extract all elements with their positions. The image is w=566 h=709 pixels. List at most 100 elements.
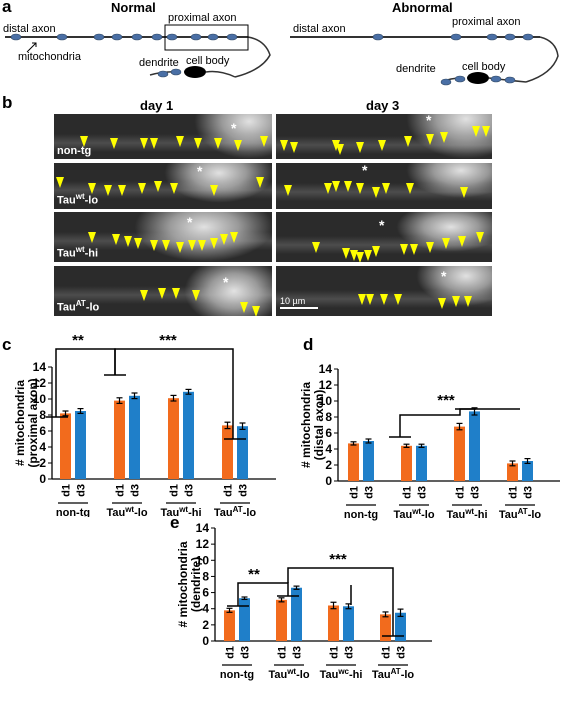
neuron-schematics xyxy=(5,24,559,86)
bar-d3 xyxy=(239,598,250,641)
bar-label: d3 xyxy=(238,484,250,497)
y-tick-label: 4 xyxy=(39,440,46,454)
group-label: TauAT-lo xyxy=(372,667,415,681)
bar-label: d1 xyxy=(61,484,73,497)
group-label: Tauwt-lo xyxy=(268,667,309,681)
panel-letter-c: c xyxy=(2,335,12,354)
y-tick-label: 12 xyxy=(33,376,47,390)
bar-d3 xyxy=(395,612,406,641)
bar-label: d1 xyxy=(115,484,127,497)
y-tick-label: 14 xyxy=(196,521,210,535)
col-day1: day 1 xyxy=(140,98,174,113)
group-label: Tauwt-hi xyxy=(160,505,201,517)
y-tick-label: 12 xyxy=(319,378,333,392)
label-proximal-axon: proximal axon xyxy=(168,12,237,24)
bar-label: d1 xyxy=(225,646,237,659)
panel-letter-b: b xyxy=(2,93,13,112)
panel-letter-e: e xyxy=(170,513,180,532)
abnormal-label-cell-body: cell body xyxy=(462,61,506,73)
bar-label: d3 xyxy=(344,646,356,659)
y-tick-label: 6 xyxy=(325,426,332,440)
y-tick-label: 2 xyxy=(39,456,46,470)
y-axis-label-2: (dendrite) xyxy=(189,557,203,612)
chart-plot-c: 0 2 4 6 8 10 12 14 # mitochondria (proximal axon)… xyxy=(13,335,276,517)
group-label: Tauwt-lo xyxy=(393,507,434,521)
group-label: non-tg xyxy=(56,507,90,517)
bar-d3 xyxy=(291,587,302,641)
y-tick-label: 0 xyxy=(39,472,46,486)
y-tick-label: 8 xyxy=(39,408,46,422)
y-tick-label: 0 xyxy=(202,634,209,648)
abnormal-label-proximal-axon: proximal axon xyxy=(452,16,521,28)
y-tick-label: 4 xyxy=(202,602,209,616)
bar-d1 xyxy=(168,398,179,479)
significance-bracket xyxy=(114,348,234,439)
bar-label: d3 xyxy=(184,484,196,497)
y-tick-label: 2 xyxy=(202,618,209,632)
panel-letter-a: a xyxy=(2,0,12,16)
bar-d3 xyxy=(416,445,427,481)
bar-d1 xyxy=(222,425,233,479)
y-tick-label: 12 xyxy=(196,537,210,551)
y-tick-label: 6 xyxy=(39,424,46,438)
scale-bar xyxy=(280,307,318,309)
row-label-tauat-lo: TauAT-lo xyxy=(57,299,100,314)
micrograph-nontg-day1: * non-tg xyxy=(54,114,272,159)
chart-distal-axon: 0 2 4 6 8 10 12 14 # mitochondria (distal axon) d1… xyxy=(299,362,560,521)
normal-neuron xyxy=(5,24,271,78)
micrograph-tauwtlo-day1: * Tauwt-lo xyxy=(54,163,272,209)
bar-label: d1 xyxy=(508,486,520,499)
group-label: Tauwt-lo xyxy=(106,505,147,517)
bar-label: d3 xyxy=(292,646,304,659)
bar-label: d1 xyxy=(223,484,235,497)
bar-d3 xyxy=(363,441,374,481)
row-label-tauwt-hi: Tauwt-hi xyxy=(57,245,99,260)
significance-bracket xyxy=(237,582,289,606)
y-tick-label: 8 xyxy=(202,569,209,583)
significance-label: ** xyxy=(72,335,84,349)
bar-label: d3 xyxy=(417,486,429,499)
bar-label: d1 xyxy=(349,486,361,499)
bar-d1 xyxy=(454,426,465,481)
bar-d1 xyxy=(276,599,287,641)
group-label: TauAT-lo xyxy=(499,507,542,521)
y-tick-label: 0 xyxy=(325,474,332,488)
chart-proximal-axon: 0 2 4 6 8 10 12 14 # mitochondria (proximal axon)… xyxy=(13,335,276,517)
y-tick-label: 2 xyxy=(325,458,332,472)
significance-label: *** xyxy=(329,551,347,568)
bar-label: d3 xyxy=(76,484,88,497)
row-label-tauwt-lo: Tauwt-lo xyxy=(57,192,99,207)
cell-body-icon xyxy=(184,66,206,78)
y-tick-label: 14 xyxy=(33,360,47,374)
bar-d1 xyxy=(401,445,412,481)
abnormal-cell-body-icon xyxy=(467,72,489,84)
bar-label: d3 xyxy=(364,486,376,499)
bar-d1 xyxy=(348,443,359,481)
group-label: non-tg xyxy=(220,669,254,681)
bar-label: d3 xyxy=(130,484,142,497)
row-label-nontg: non-tg xyxy=(57,145,92,157)
micrograph-tauwtlo-day3: * xyxy=(276,163,492,209)
y-axis-label-2: (distal axon) xyxy=(312,390,326,461)
bar-d1 xyxy=(328,605,339,641)
bar-label: d1 xyxy=(329,646,341,659)
chart-plot-d: 0 2 4 6 8 10 12 14 # mitochondria (distal axon) d1… xyxy=(299,362,560,521)
bar-label: d1 xyxy=(402,486,414,499)
abnormal-neuron xyxy=(290,33,559,86)
bar-label: d3 xyxy=(523,486,535,499)
panel-letter-d: d xyxy=(303,335,314,354)
significance-bracket xyxy=(399,408,520,437)
micrograph-tauatlo-day3: * 10 µm xyxy=(276,266,492,316)
y-axis-label: # mitochondria xyxy=(13,380,27,466)
bar-d1 xyxy=(224,610,235,641)
y-axis-label-2: (proximal axon) xyxy=(26,378,40,467)
bar-label: d1 xyxy=(381,646,393,659)
bar-d3 xyxy=(129,395,140,479)
label-mitochondria: mitochondria xyxy=(18,51,81,63)
bar-label: d1 xyxy=(169,484,181,497)
bar-label: d3 xyxy=(470,486,482,499)
micrograph-tauwthi-day3: * xyxy=(276,212,492,262)
significance-label: *** xyxy=(437,392,455,409)
y-tick-label: 14 xyxy=(319,362,333,376)
